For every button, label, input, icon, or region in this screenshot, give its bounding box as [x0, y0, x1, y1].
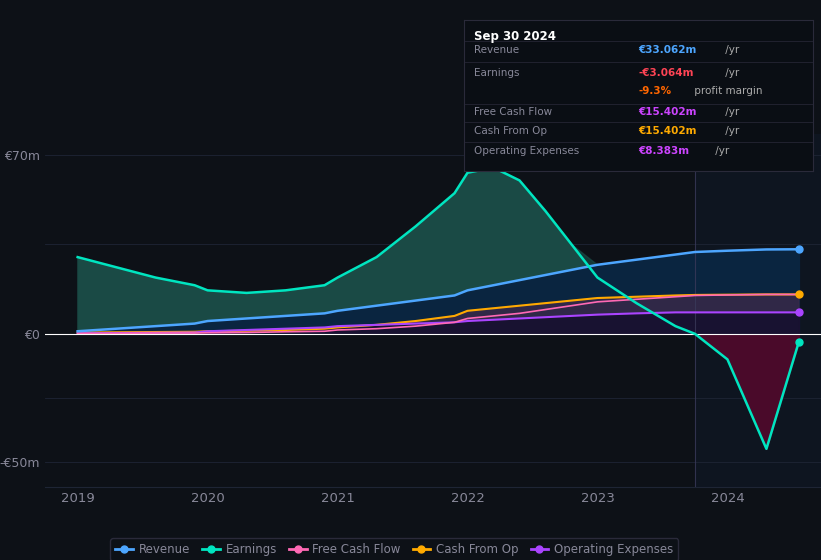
Text: profit margin: profit margin	[690, 86, 762, 96]
Text: Revenue: Revenue	[475, 45, 520, 55]
Text: €15.402m: €15.402m	[639, 107, 697, 117]
Legend: Revenue, Earnings, Free Cash Flow, Cash From Op, Operating Expenses: Revenue, Earnings, Free Cash Flow, Cash …	[111, 538, 678, 560]
Text: /yr: /yr	[722, 107, 740, 117]
Text: -€3.064m: -€3.064m	[639, 68, 694, 77]
Text: /yr: /yr	[712, 146, 729, 156]
Text: €8.383m: €8.383m	[639, 146, 690, 156]
Text: /yr: /yr	[722, 45, 740, 55]
Text: Operating Expenses: Operating Expenses	[475, 146, 580, 156]
Text: Earnings: Earnings	[475, 68, 520, 77]
Text: €15.402m: €15.402m	[639, 127, 697, 137]
Text: /yr: /yr	[722, 127, 740, 137]
Text: Sep 30 2024: Sep 30 2024	[475, 30, 557, 43]
Text: Free Cash Flow: Free Cash Flow	[475, 107, 553, 117]
Text: -9.3%: -9.3%	[639, 86, 672, 96]
Text: €33.062m: €33.062m	[639, 45, 697, 55]
Text: /yr: /yr	[722, 68, 740, 77]
Text: Cash From Op: Cash From Op	[475, 127, 548, 137]
Bar	[695, 134, 821, 487]
